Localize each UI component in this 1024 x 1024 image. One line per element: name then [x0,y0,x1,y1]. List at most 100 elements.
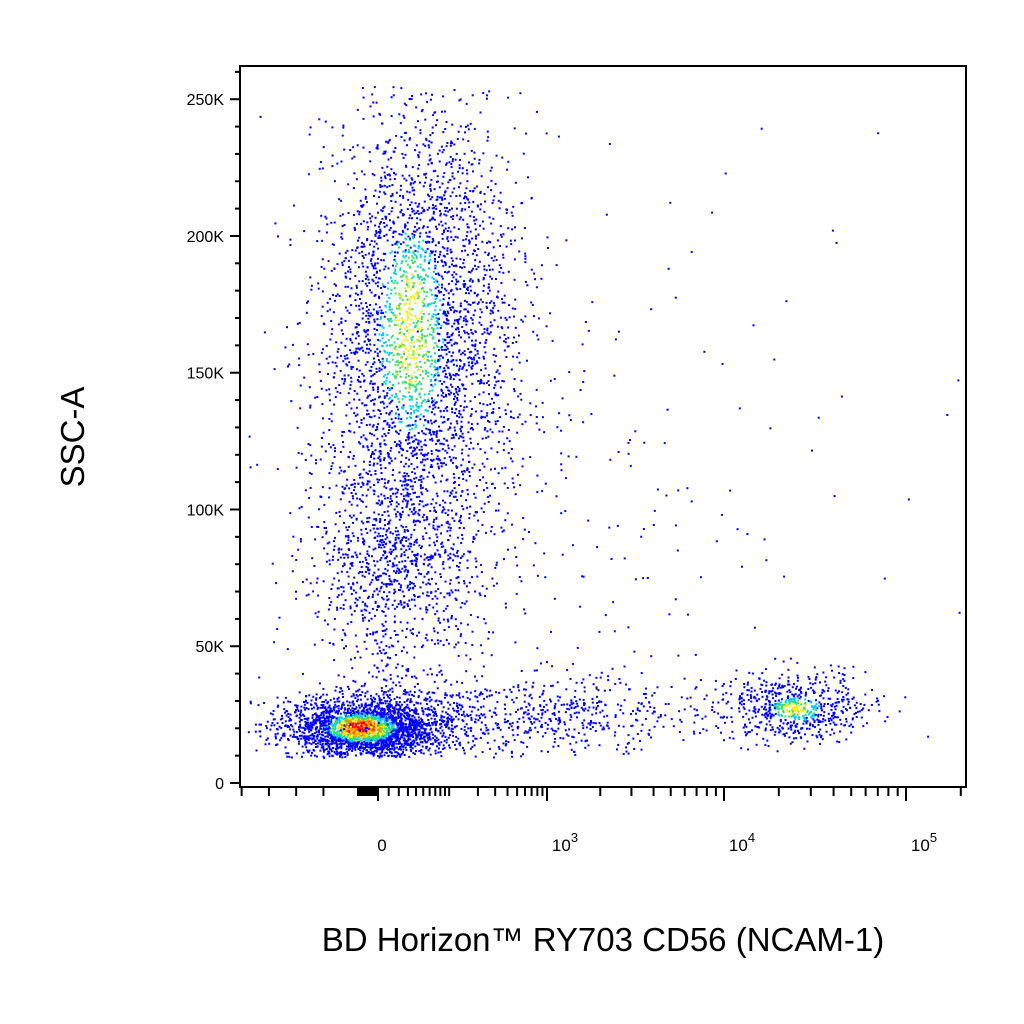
event-dot [439,308,442,311]
event-dot [319,743,322,746]
event-dot [455,740,458,743]
event-dot [467,140,470,143]
event-dot [394,292,397,295]
event-dot [460,430,462,433]
event-dot [355,286,358,289]
event-dot [402,495,405,498]
event-dot [415,106,418,109]
event-dot [345,414,348,417]
event-dot [422,226,425,229]
event-dot [380,179,383,182]
event-dot [406,742,409,745]
event-dot [450,376,452,379]
event-dot [509,239,512,242]
event-dot [379,746,382,749]
event-dot [410,436,413,439]
event-dot [336,390,339,393]
event-dot [474,222,477,225]
event-dot [323,719,326,722]
event-dot [401,381,404,384]
event-dot [437,374,440,377]
event-dot [299,718,302,721]
event-dot [379,231,381,234]
event-dot [429,187,432,190]
event-dot [315,693,318,696]
event-dot [493,319,496,322]
event-dot [435,457,438,460]
event-dot [402,526,405,529]
event-dot [510,368,513,371]
event-dot [347,736,350,739]
event-dot [422,581,425,584]
event-dot [350,365,353,368]
event-dot [400,734,403,736]
event-dot [439,299,442,302]
event-dot [442,748,445,750]
event-dot [380,755,383,758]
event-dot [347,717,350,720]
event-dot [390,410,393,413]
event-dot [345,337,348,340]
event-dot [329,733,332,736]
event-dot [409,405,412,408]
event-dot [340,733,343,736]
event-dot [350,376,353,379]
event-dot [451,175,454,178]
event-dot [520,202,523,205]
event-dot [395,262,398,265]
event-dot [494,487,496,489]
event-dot [279,739,282,742]
event-dot [432,400,435,402]
event-dot [419,586,422,589]
event-dot [458,318,461,321]
event-dot [335,745,338,748]
event-dot [326,725,329,728]
event-dot [442,744,445,747]
event-dot [479,316,482,319]
event-dot [415,398,418,401]
event-dot [481,220,484,223]
event-dot [417,175,420,178]
event-dot [392,719,395,722]
event-dot [399,194,401,197]
event-dot [328,719,331,721]
event-dot [407,391,410,394]
event-dot [296,736,299,739]
event-dot [452,734,455,737]
event-dot [361,727,364,730]
event-dot [365,734,368,737]
event-dot [303,706,306,709]
event-dot [306,749,309,752]
event-dot [353,228,356,231]
event-dot [355,725,358,728]
event-dot [356,392,359,395]
event-dot [501,301,504,304]
event-dot [452,473,455,475]
event-dot [500,266,503,269]
event-dot [347,539,350,542]
event-dot [305,699,307,702]
event-dot [376,270,378,273]
event-dot [370,732,373,735]
event-dot [484,416,487,419]
event-dot [375,706,378,709]
event-dot [414,419,417,422]
event-dot [433,188,436,191]
event-dot [435,432,438,435]
event-dot [463,266,466,269]
event-dot [408,442,411,445]
event-dot [491,431,494,434]
event-dot [414,423,417,426]
event-dot [319,725,322,728]
event-dot [271,713,274,716]
event-dot [411,189,414,192]
event-dot [460,514,462,517]
event-dot [458,334,461,337]
event-dot [409,345,412,348]
event-dot [447,240,450,243]
event-dot [440,389,443,392]
event-dot [492,408,495,411]
event-dot [316,733,319,736]
event-dot [343,260,346,263]
event-dot [318,697,321,699]
